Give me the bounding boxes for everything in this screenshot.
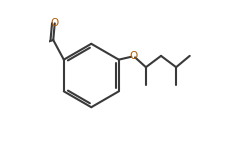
Text: O: O (129, 51, 137, 61)
Text: O: O (51, 18, 59, 28)
